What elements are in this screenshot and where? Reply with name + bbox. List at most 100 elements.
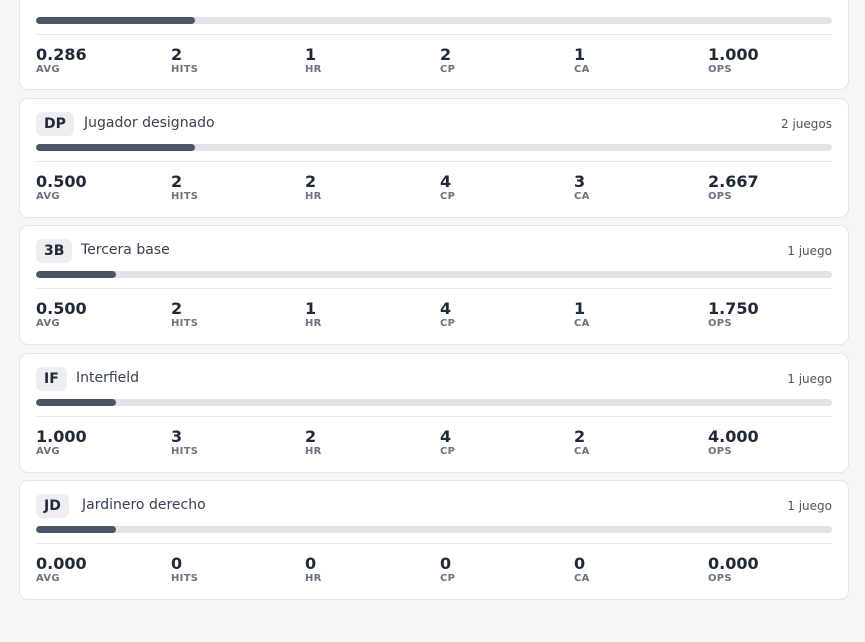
- stat-value: 0.500: [36, 172, 87, 191]
- stat-label: HITS: [171, 446, 199, 457]
- position-name: Jugador designado: [84, 115, 215, 131]
- stat-ops: 1.750 OPS: [708, 299, 828, 330]
- stat-label: CP: [440, 191, 456, 202]
- stat-value: 1: [574, 299, 586, 318]
- stat-hits: 0 HITS: [171, 554, 291, 585]
- stat-value: 4.000: [708, 427, 759, 446]
- position-card: 0.286 AVG 2 HITS 1 HR 2 CP 1 CA 1.000 OPS: [19, 0, 849, 90]
- games-count: 1 juego: [787, 499, 832, 513]
- position-card-header: IF Interfield 1 juego: [36, 367, 832, 391]
- stat-cp: 4 CP: [440, 427, 560, 458]
- stat-value: 2: [171, 172, 183, 191]
- stat-ca: 3 CA: [574, 172, 694, 203]
- stat-value: 0.500: [36, 299, 87, 318]
- stat-ops: 4.000 OPS: [708, 427, 828, 458]
- games-progress-track: [36, 526, 832, 533]
- stat-ca: 0 CA: [574, 554, 694, 585]
- position-card: 3B Tercera base 1 juego 0.500 AVG 2 HITS 1…: [19, 225, 849, 345]
- stat-label: HR: [305, 573, 322, 584]
- position-card: IF Interfield 1 juego 1.000 AVG 3 HITS 2 HR…: [19, 353, 849, 473]
- games-progress-track: [36, 271, 832, 278]
- stat-value: 1: [305, 45, 317, 64]
- divider: [36, 288, 832, 289]
- games-progress-track: [36, 17, 832, 24]
- stat-value: 4: [440, 299, 452, 318]
- divider: [36, 34, 832, 35]
- stat-label: AVG: [36, 64, 60, 75]
- divider: [36, 416, 832, 417]
- stat-ca: 1 CA: [574, 45, 694, 76]
- stat-value: 0: [171, 554, 183, 573]
- position-badge: 3B: [36, 239, 73, 263]
- stat-value: 0.000: [36, 554, 87, 573]
- stat-value: 0: [305, 554, 317, 573]
- stat-hits: 3 HITS: [171, 427, 291, 458]
- position-card-header: JD Jardinero derecho 1 juego: [36, 494, 832, 518]
- games-progress-fill: [36, 17, 196, 24]
- stat-label: AVG: [36, 573, 60, 584]
- stat-value: 4: [440, 172, 452, 191]
- position-card: DP Jugador designado 2 juegos 0.500 AVG 2…: [19, 98, 849, 218]
- stat-label: OPS: [708, 318, 732, 329]
- stat-label: OPS: [708, 573, 732, 584]
- position-card-header: 3B Tercera base 1 juego: [36, 239, 832, 263]
- stat-avg: 0.500 AVG: [36, 299, 156, 330]
- stat-cp: 2 CP: [440, 45, 560, 76]
- stat-avg: 0.000 AVG: [36, 554, 156, 585]
- divider: [36, 161, 832, 162]
- stats-row: 0.286 AVG 2 HITS 1 HR 2 CP 1 CA 1.000 OPS: [36, 45, 832, 85]
- stat-label: CP: [440, 64, 456, 75]
- position-card-header: DP Jugador designado 2 juegos: [36, 112, 832, 136]
- stat-value: 1.750: [708, 299, 759, 318]
- stats-row: 0.500 AVG 2 HITS 1 HR 4 CP 1 CA 1.750 OPS: [36, 299, 832, 339]
- stat-hits: 2 HITS: [171, 45, 291, 76]
- stat-hr: 2 HR: [305, 427, 425, 458]
- games-progress-fill: [36, 399, 116, 406]
- games-progress-track: [36, 399, 832, 406]
- games-count: 1 juego: [787, 372, 832, 386]
- stat-hits: 2 HITS: [171, 172, 291, 203]
- stat-label: OPS: [708, 446, 732, 457]
- stat-value: 0: [440, 554, 452, 573]
- stat-value: 0.000: [708, 554, 759, 573]
- stat-label: HR: [305, 191, 322, 202]
- stat-value: 1.000: [708, 45, 759, 64]
- stats-row: 0.000 AVG 0 HITS 0 HR 0 CP 0 CA 0.000 OPS: [36, 554, 832, 594]
- stat-value: 3: [574, 172, 586, 191]
- position-name: Interfield: [76, 370, 140, 386]
- stat-value: 2: [440, 45, 452, 64]
- position-badge: DP: [36, 112, 74, 136]
- stat-label: CA: [574, 446, 590, 457]
- stat-hits: 2 HITS: [171, 299, 291, 330]
- stat-value: 0.286: [36, 45, 87, 64]
- stat-value: 2.667: [708, 172, 759, 191]
- stat-hr: 2 HR: [305, 172, 425, 203]
- stat-label: OPS: [708, 64, 732, 75]
- position-name: Jardinero derecho: [82, 497, 206, 513]
- stat-label: AVG: [36, 318, 60, 329]
- stat-hr: 0 HR: [305, 554, 425, 585]
- games-progress-fill: [36, 144, 196, 151]
- stat-value: 2: [305, 172, 317, 191]
- position-badge: JD: [36, 494, 69, 518]
- stat-ops: 1.000 OPS: [708, 45, 828, 76]
- stat-label: HITS: [171, 64, 199, 75]
- position-name: Tercera base: [81, 242, 170, 258]
- stat-ops: 2.667 OPS: [708, 172, 828, 203]
- stat-label: CA: [574, 191, 590, 202]
- stat-hr: 1 HR: [305, 45, 425, 76]
- stat-avg: 0.286 AVG: [36, 45, 156, 76]
- stat-label: HR: [305, 64, 322, 75]
- stat-cp: 4 CP: [440, 172, 560, 203]
- stat-avg: 0.500 AVG: [36, 172, 156, 203]
- games-progress-track: [36, 144, 832, 151]
- stat-ca: 1 CA: [574, 299, 694, 330]
- stat-value: 3: [171, 427, 183, 446]
- stat-value: 1: [305, 299, 317, 318]
- stat-label: CA: [574, 64, 590, 75]
- stat-label: HITS: [171, 573, 199, 584]
- stat-label: AVG: [36, 191, 60, 202]
- stat-ca: 2 CA: [574, 427, 694, 458]
- stat-value: 2: [171, 299, 183, 318]
